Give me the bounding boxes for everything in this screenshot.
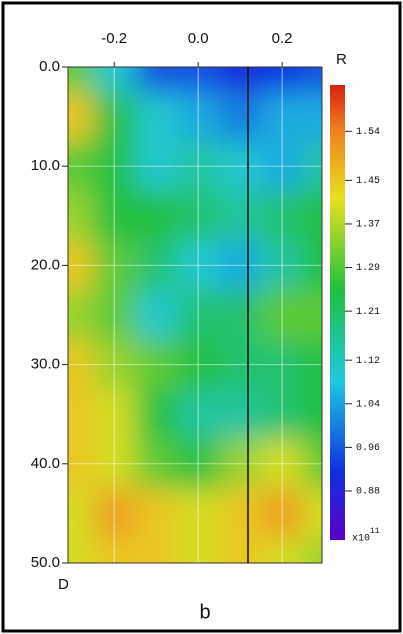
colorbar-tick-label: 1.29 xyxy=(356,263,380,274)
colorbar-multiplier: x10 xyxy=(352,534,370,545)
cell xyxy=(68,488,94,539)
field xyxy=(68,67,322,563)
x-tick-label: 0.0 xyxy=(188,30,209,47)
cell xyxy=(303,389,322,440)
cell xyxy=(135,67,178,93)
colorbar-tick-label: 1.45 xyxy=(356,176,380,187)
cell xyxy=(135,91,178,142)
cell xyxy=(219,191,262,242)
cell xyxy=(219,488,262,539)
plot-border xyxy=(67,66,323,564)
cell xyxy=(135,389,178,440)
colorbar-labels: x10 11 1.54 1.45 1.37 1.29 1.21 1.12 1.04 0.96 0… xyxy=(345,127,380,545)
x-axis-label: R xyxy=(336,51,347,68)
x-tick-label: -0.2 xyxy=(101,30,127,47)
cell xyxy=(303,91,322,142)
colorbar xyxy=(330,85,345,540)
colorbar-tick-label: 1.21 xyxy=(356,307,380,318)
cell xyxy=(68,389,94,440)
cell xyxy=(303,191,322,242)
cell xyxy=(303,538,322,563)
cells xyxy=(68,67,322,563)
cell xyxy=(135,538,178,563)
cell xyxy=(68,290,94,341)
cell xyxy=(135,191,178,242)
cell xyxy=(68,191,94,242)
caption: b xyxy=(199,601,210,623)
cell xyxy=(219,290,262,341)
overlay: -0.2 0.0 0.2 0.0 10.0 20.0 30.0 40.0 50.0 xyxy=(31,30,322,571)
cell xyxy=(303,67,322,93)
y-tick-label: 50.0 xyxy=(31,554,60,571)
cell xyxy=(303,290,322,341)
colorbar-exponent: 11 xyxy=(370,527,380,536)
cell xyxy=(135,488,178,539)
cell xyxy=(219,538,262,563)
y-tick-label: 10.0 xyxy=(31,157,60,174)
colorbar-tick-label: 0.88 xyxy=(356,487,380,498)
cell xyxy=(303,488,322,539)
cell xyxy=(135,290,178,341)
y-axis-label: D xyxy=(58,576,69,593)
cell xyxy=(219,91,262,142)
cell xyxy=(219,67,262,93)
colorbar-tick-label: 1.54 xyxy=(356,127,380,138)
colorbar-tick-label: 1.37 xyxy=(356,220,380,231)
x-tick-label: 0.2 xyxy=(272,30,293,47)
colorbar-tick-label: 1.12 xyxy=(356,356,380,367)
cell xyxy=(219,389,262,440)
cell xyxy=(68,91,94,142)
y-tick-label: 30.0 xyxy=(31,356,60,373)
cell xyxy=(68,67,94,93)
colorbar-tick-label: 1.04 xyxy=(356,399,380,410)
cell xyxy=(68,538,94,563)
y-tick-label: 40.0 xyxy=(31,455,60,472)
y-tick-label: 20.0 xyxy=(31,256,60,273)
colorbar-tick-label: 0.96 xyxy=(356,443,380,454)
y-tick-label: 0.0 xyxy=(39,58,60,75)
